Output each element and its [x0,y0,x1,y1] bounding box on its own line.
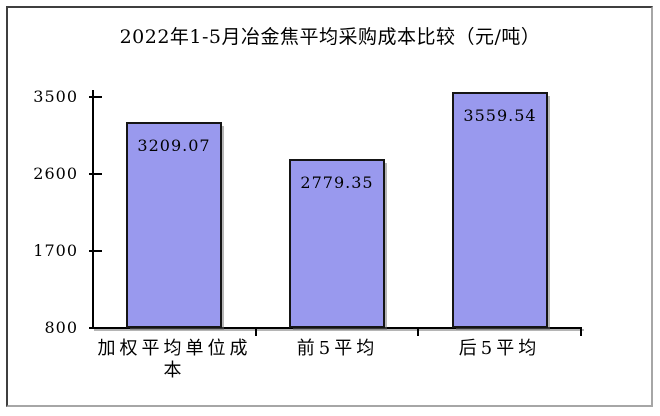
chart-title: 2022年1-5月冶金焦平均采购成本比较（元/吨） [119,26,541,48]
bar-0: 3209.07 [126,122,222,328]
y-tick-label: 1700 [33,241,78,260]
x-category-label: 加权平均单位成本 [97,338,252,381]
x-tick-mark [580,329,582,336]
y-tick-mark [89,96,102,98]
bar-value-label: 2779.35 [300,173,374,192]
x-tick-mark [255,329,257,336]
y-tick-mark [89,173,102,175]
bar-value-label: 3559.54 [463,106,537,125]
bar-value-label: 3209.07 [137,136,211,155]
bar-1: 2779.35 [289,159,385,328]
y-tick-label: 800 [44,318,78,337]
bar-2: 3559.54 [452,92,548,328]
x-axis-line [92,327,582,329]
y-tick-mark [89,327,102,329]
x-tick-mark [417,329,419,336]
y-axis-line [92,90,94,328]
y-tick-mark [89,250,102,252]
x-category-label: 前5平均 [296,338,379,359]
y-tick-label: 3500 [33,87,78,106]
y-tick-label: 2600 [33,164,78,183]
x-category-label: 后5平均 [458,338,541,359]
